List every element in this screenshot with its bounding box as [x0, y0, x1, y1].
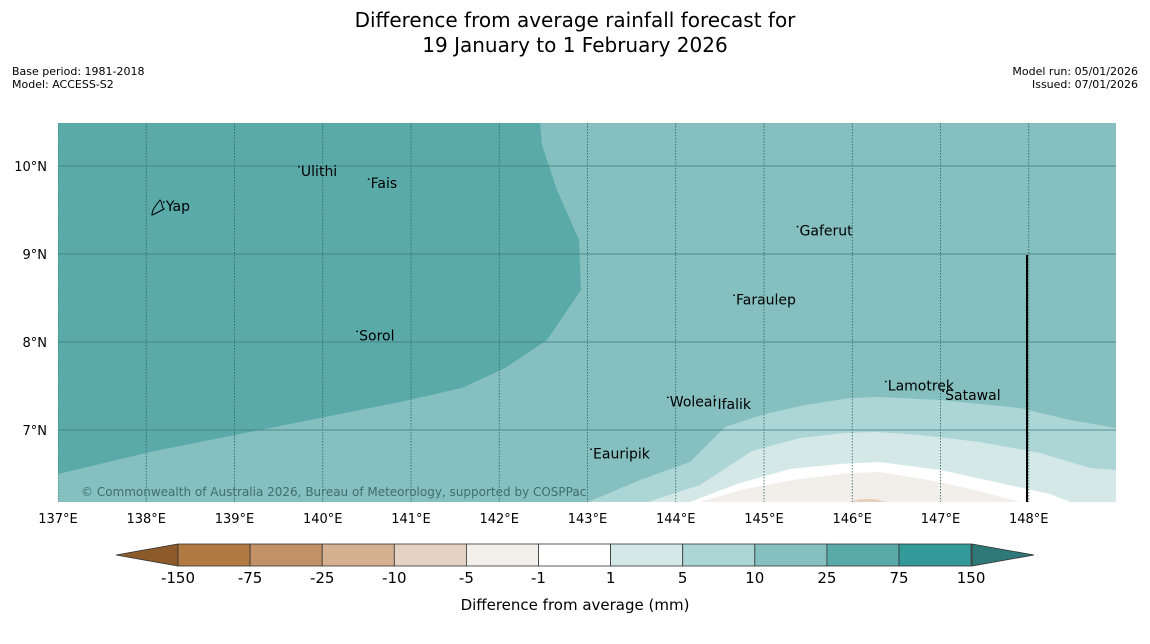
- colorbar-tick-label: -1: [531, 569, 546, 587]
- colorbar-tick-label: -150: [161, 569, 195, 587]
- place-label: Satawal: [945, 388, 1000, 404]
- colorbar-tick-label: -25: [310, 569, 335, 587]
- place-label: Eauripik: [593, 446, 651, 462]
- colorbar-tick-label: -10: [382, 569, 407, 587]
- place-label: Ifalik: [717, 397, 751, 413]
- longitude-label: 137°E: [38, 512, 78, 527]
- graticule: [58, 123, 1116, 502]
- colorbar-segment: [321, 543, 395, 567]
- longitude-label: 148°E: [1009, 512, 1049, 527]
- colorbar-tick-label: 1: [606, 569, 616, 587]
- colorbar-low-extend: [115, 543, 179, 567]
- latitude-label: 8°N: [23, 336, 48, 351]
- colorbar-segment: [393, 543, 467, 567]
- anomaly-zone-minus-1-to-5: [700, 472, 1020, 502]
- place-marker: [714, 399, 717, 401]
- colorbar-legend: -150 -75 -25 -10 -5 -1 1 5 10 25 75 150 Difference …: [115, 543, 1035, 614]
- colorbar-tick-label: -75: [238, 569, 263, 587]
- map-area: Yap Ulithi Fais Gaferut Faraulep Sorol Woleai I…: [58, 123, 1116, 502]
- colorbar-tick-label: 10: [745, 569, 764, 587]
- place-marker: [884, 380, 887, 383]
- model-run: Model run: 05/01/2026: [1012, 65, 1138, 78]
- place-label: Lamotrek: [888, 379, 955, 395]
- longitude-label: 143°E: [568, 512, 608, 527]
- colorbar-segments: [177, 543, 972, 567]
- anomaly-zone-minus-5-to-10: [850, 499, 885, 502]
- colorbar-ticks: -150 -75 -25 -10 -5 -1 1 5 10 25 75 150: [161, 569, 985, 587]
- colorbar-segment: [538, 543, 611, 567]
- longitude-label: 139°E: [215, 512, 255, 527]
- place-marker: [796, 225, 799, 228]
- place-marker: [590, 448, 592, 451]
- longitude-label: 140°E: [303, 512, 343, 527]
- copyright-notice: © Commonwealth of Australia 2026, Bureau…: [81, 485, 586, 499]
- anomaly-zone-25-to-75: [58, 123, 581, 474]
- longitude-label: 138°E: [126, 512, 166, 527]
- colorbar-tick-label: 150: [957, 569, 986, 587]
- longitude-label: 146°E: [832, 512, 872, 527]
- place-labels: Yap Ulithi Fais Gaferut Faraulep Sorol Woleai I…: [163, 164, 1001, 462]
- colorbar-segment: [754, 543, 828, 567]
- place-marker: [942, 390, 945, 393]
- colorbar-tick-label: -5: [459, 569, 474, 587]
- colorbar-segment: [682, 543, 756, 567]
- place-label: Gaferut: [800, 224, 854, 240]
- colorbar-segment: [898, 543, 972, 567]
- colorbar-tick-label: 5: [678, 569, 688, 587]
- colorbar-high-extend: [971, 543, 1035, 567]
- colorbar-segment: [826, 543, 900, 567]
- place-marker: [367, 178, 370, 181]
- meta-left: Base period: 1981-2018 Model: ACCESS-S2: [12, 65, 144, 91]
- meta-right: Model run: 05/01/2026 Issued: 07/01/2026: [1012, 65, 1138, 91]
- colorbar-tick-label: 25: [817, 569, 836, 587]
- colorbar-title: Difference from average (mm): [461, 596, 690, 614]
- latitude-labels: 10°N 9°N 8°N 7°N: [14, 160, 47, 439]
- colorbar-segment: [249, 543, 323, 567]
- map-title: Difference from average rainfall forecas…: [0, 8, 1150, 58]
- latitude-label: 9°N: [23, 248, 48, 263]
- colorbar-segment: [465, 543, 539, 567]
- place-marker: [666, 396, 669, 399]
- place-label: Yap: [165, 199, 190, 215]
- colorbar-segment: [610, 543, 684, 567]
- place-marker: [733, 294, 735, 297]
- place-label: Woleai: [670, 394, 717, 410]
- yap-island-outline: [151, 199, 165, 216]
- place-marker: [298, 165, 300, 168]
- model-name: Model: ACCESS-S2: [12, 78, 114, 91]
- longitude-label: 141°E: [391, 512, 431, 527]
- longitude-label: 147°E: [921, 512, 961, 527]
- latitude-label: 7°N: [23, 424, 48, 439]
- base-period: Base period: 1981-2018: [12, 65, 145, 78]
- place-label: Ulithi: [301, 164, 337, 180]
- title-line-1: Difference from average rainfall forecas…: [354, 8, 796, 32]
- colorbar-tick-label: 75: [889, 569, 908, 587]
- place-label: Sorol: [359, 328, 394, 344]
- place-marker: [356, 330, 359, 333]
- issued-date: Issued: 07/01/2026: [1031, 78, 1138, 91]
- latitude-label: 10°N: [14, 160, 47, 175]
- title-line-2: 19 January to 1 February 2026: [422, 33, 728, 57]
- longitude-label: 145°E: [744, 512, 784, 527]
- longitude-labels: 137°E 138°E 139°E 140°E 141°E 142°E 143°E 144°E…: [38, 512, 1048, 527]
- longitude-label: 144°E: [656, 512, 696, 527]
- place-label: Fais: [371, 176, 398, 192]
- colorbar-segment: [177, 543, 251, 567]
- place-marker: [163, 201, 165, 203]
- longitude-label: 142°E: [479, 512, 519, 527]
- place-label: Faraulep: [736, 292, 796, 308]
